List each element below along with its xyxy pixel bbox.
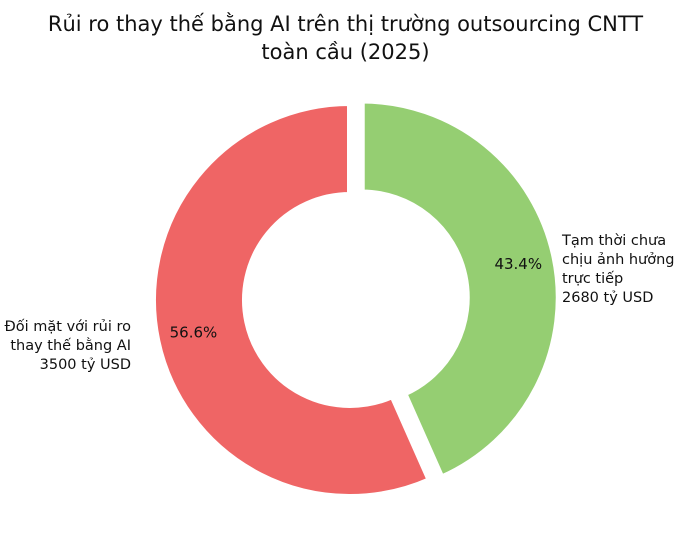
slice-label-not-affected-line-1: Tạm thời chưa	[562, 233, 667, 249]
chart-title-line-2: toàn cầu (2025)	[261, 40, 430, 64]
slice-label-not-affected-line-4: 2680 tỷ USD	[562, 290, 654, 306]
slices-group	[150, 97, 562, 500]
percent-labels-group: 56.6% 43.4%	[170, 255, 542, 342]
slice-at-risk	[150, 99, 434, 500]
chart-title: Rủi ro thay thế bằng AI trên thị trường …	[0, 10, 691, 66]
chart-title-line-1: Rủi ro thay thế bằng AI trên thị trường …	[47, 12, 644, 36]
slice-label-not-affected-line-3: trực tiếp	[562, 271, 624, 287]
slice-not-affected-percent-label: 43.4%	[494, 255, 542, 273]
slice-label-not-affected: Tạm thời chưa chịu ảnh hưởng trực tiếp 2…	[562, 232, 675, 308]
slice-label-at-risk: Đối mặt với rủi ro thay thế bằng AI 3500…	[5, 318, 131, 375]
slice-label-at-risk-line-3: 3500 tỷ USD	[39, 357, 131, 373]
slice-label-not-affected-line-2: chịu ảnh hưởng	[562, 252, 675, 268]
slice-not-affected	[358, 97, 562, 482]
slice-label-at-risk-line-1: Đối mặt với rủi ro	[4, 319, 131, 335]
slice-at-risk-percent-label: 56.6%	[170, 324, 218, 342]
slice-label-at-risk-line-2: thay thế bằng AI	[10, 338, 131, 354]
